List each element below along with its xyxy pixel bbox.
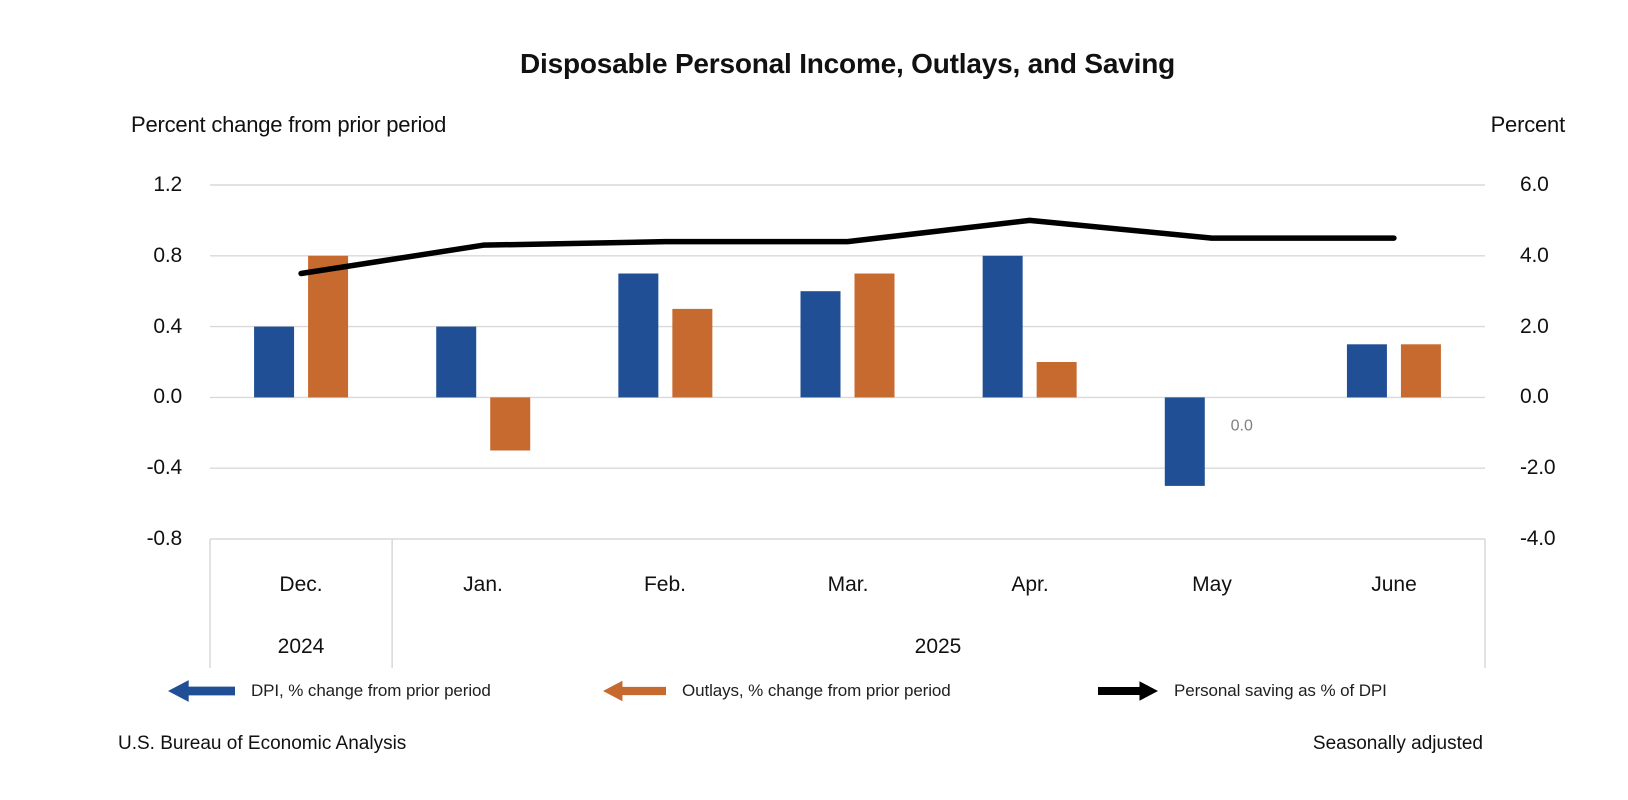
left-arrow-icon <box>603 680 666 702</box>
zero-data-label: 0.0 <box>1231 417 1253 434</box>
category-label: Feb. <box>643 573 687 596</box>
left-axis-tick: 1.2 <box>153 173 182 196</box>
outlays-bar <box>1036 362 1077 398</box>
outlays-bar <box>672 308 713 398</box>
left-axis-tick: -0.8 <box>146 527 183 550</box>
dpi-bar <box>1164 397 1205 486</box>
source-note: U.S. Bureau of Economic Analysis <box>118 733 407 754</box>
right-arrow-icon <box>1098 681 1158 701</box>
left-axis-title: Percent change from prior period <box>131 112 447 137</box>
legend-label: DPI, % change from prior period <box>251 681 491 700</box>
right-axis-tick: 2.0 <box>1520 315 1549 338</box>
right-axis-tick: 4.0 <box>1520 244 1549 267</box>
outlays-bar <box>854 273 895 398</box>
year-label-2024: 2024 <box>277 635 325 658</box>
dpi-bar <box>618 273 659 398</box>
chart-title: Disposable Personal Income, Outlays, and… <box>519 48 1176 79</box>
legend-item-outlays: Outlays, % change from prior period <box>603 677 951 705</box>
category-label: Apr. <box>1011 573 1049 596</box>
category-label: Dec. <box>279 573 323 596</box>
right-arrow-shape <box>1098 681 1158 701</box>
legend-item-dpi: DPI, % change from prior period <box>168 677 491 705</box>
left-axis-tick: -0.4 <box>146 456 183 479</box>
right-axis-tick: -2.0 <box>1520 456 1556 479</box>
dpi-bar <box>1346 344 1387 398</box>
dpi-bar <box>436 326 477 398</box>
adjustment-note: Seasonally adjusted <box>1312 733 1483 754</box>
year-label-2025: 2025 <box>914 635 962 658</box>
outlays-bar <box>1400 344 1441 398</box>
right-axis-tick: -4.0 <box>1520 527 1556 550</box>
right-axis-title: Percent <box>1490 112 1566 137</box>
dpi-bar <box>800 291 841 398</box>
right-axis-tick: 0.0 <box>1520 385 1549 408</box>
legend-label: Personal saving as % of DPI <box>1174 681 1387 700</box>
dpi-bar <box>982 255 1023 398</box>
category-label: May <box>1192 573 1232 596</box>
left-axis-tick: 0.0 <box>153 385 182 408</box>
category-label: Jan. <box>463 573 503 596</box>
outlays-bar <box>490 397 531 451</box>
legend-item-saving: Personal saving as % of DPI <box>1098 677 1387 705</box>
outlays-bar <box>308 255 349 398</box>
category-label: June <box>1371 573 1417 596</box>
category-label: Mar. <box>827 573 869 596</box>
left-arrow-icon <box>168 680 235 702</box>
left-axis-tick: 0.4 <box>153 315 182 338</box>
dpi-bar <box>254 326 295 398</box>
saving-line <box>298 217 1397 277</box>
left-arrow-shape <box>168 680 235 702</box>
legend-label: Outlays, % change from prior period <box>682 681 951 700</box>
left-arrow-shape <box>603 680 666 702</box>
right-axis-tick: 6.0 <box>1520 173 1549 196</box>
left-axis-tick: 0.8 <box>153 244 182 267</box>
